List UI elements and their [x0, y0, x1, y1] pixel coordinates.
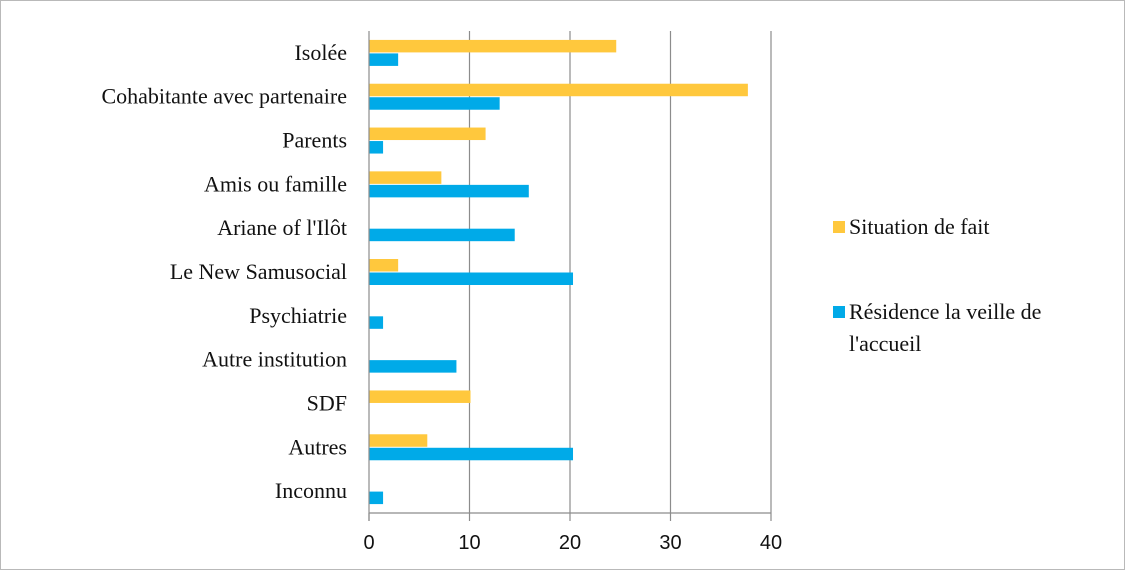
x-tick-label: 40 [760, 532, 782, 554]
bar-residence-1 [369, 97, 500, 110]
category-label: Parents [282, 128, 347, 153]
category-label: Ariane of l'Ilôt [217, 215, 347, 240]
x-tick-label: 10 [458, 532, 480, 554]
category-label: Cohabitante avec partenaire [101, 84, 347, 109]
bar-residence-5 [369, 272, 574, 285]
bar-residence-2 [369, 141, 384, 154]
bar-residence-9 [369, 447, 574, 461]
bar-situation-0 [369, 39, 617, 53]
category-label: Inconnu [275, 478, 347, 503]
x-tick-label: 20 [559, 532, 581, 554]
bar-situation-2 [369, 127, 486, 141]
legend-label-situation: Situation de fait [849, 214, 990, 239]
bar-situation-5 [369, 259, 399, 272]
category-label: Autre institution [202, 347, 347, 372]
bar-situation-9 [369, 434, 428, 447]
x-tick-label: 30 [659, 532, 681, 554]
bar-residence-3 [369, 184, 529, 198]
category-label: Amis ou famille [204, 171, 347, 196]
bar-residence-0 [369, 53, 399, 66]
category-label: Le New Samusocial [170, 259, 347, 284]
bar-situation-3 [369, 171, 442, 184]
bar-residence-4 [369, 228, 515, 242]
gridlines [468, 31, 772, 513]
bar-residence-10 [369, 491, 384, 505]
category-label: Autres [288, 434, 347, 459]
bar-residence-7 [369, 360, 457, 373]
legend-swatch-situation [833, 221, 845, 233]
x-tick-label: 0 [363, 532, 374, 554]
legend: Situation de fait Résidence la veille de l… [833, 214, 1041, 356]
bars [369, 39, 748, 505]
bar-situation-8 [369, 390, 471, 403]
axes: Isolée Cohabitante avec partenaire Parents… [101, 31, 782, 554]
bar-residence-6 [369, 316, 384, 329]
category-label: Psychiatrie [249, 303, 347, 328]
category-label: Isolée [294, 40, 347, 65]
legend-label-residence: Résidence la veille de l'accueil [849, 299, 1041, 356]
category-label: SDF [307, 390, 347, 415]
legend-swatch-residence [833, 306, 845, 318]
bar-situation-1 [369, 83, 748, 97]
